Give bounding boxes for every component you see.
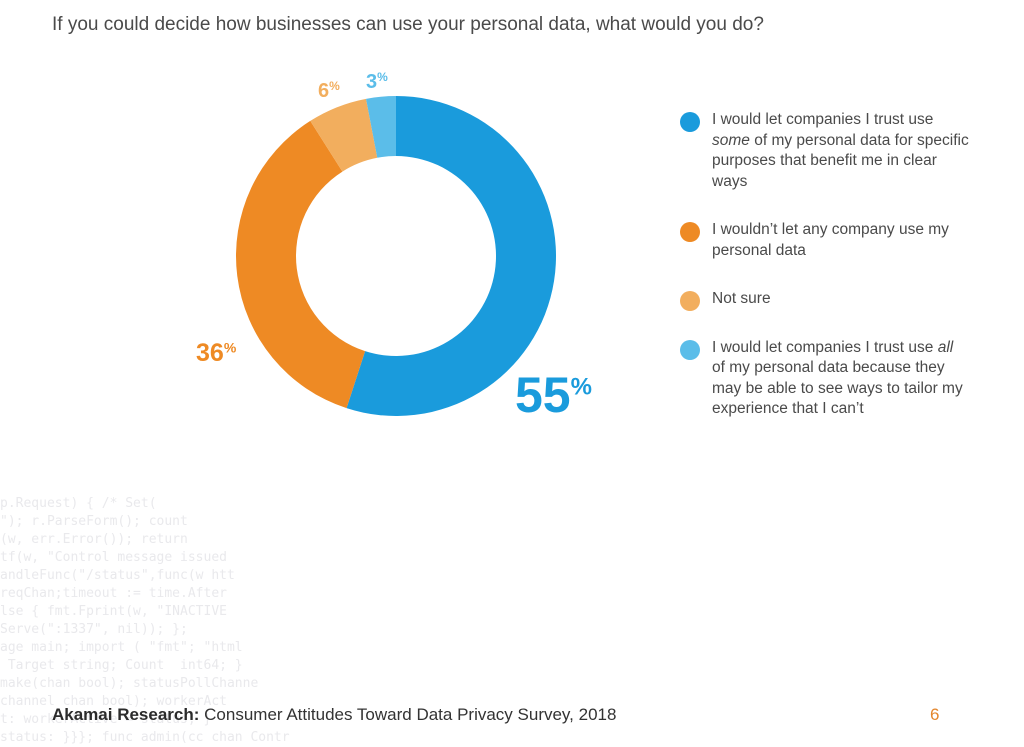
legend-label: I would let companies I trust use some o… — [712, 111, 969, 190]
legend-label: I wouldn’t let any company use my person… — [712, 221, 949, 259]
legend-swatch — [680, 222, 700, 242]
slice-data-label: 3% — [366, 70, 388, 93]
donut-slice — [366, 96, 396, 158]
legend-label: Not sure — [712, 290, 771, 307]
legend-swatch — [680, 291, 700, 311]
legend-item: Not sure — [680, 289, 970, 311]
donut-slice — [310, 98, 378, 172]
legend-label: I would let companies I trust use all of… — [712, 338, 963, 418]
donut-slice — [235, 120, 366, 409]
slice-data-label: 36% — [196, 339, 237, 367]
source-text: Consumer Attitudes Toward Data Privacy S… — [199, 705, 617, 724]
legend-item: I wouldn’t let any company use my person… — [680, 220, 970, 261]
source-bold: Akamai Research: — [52, 705, 200, 724]
legend-swatch — [680, 112, 700, 132]
legend-item: I would let companies I trust use some o… — [680, 110, 970, 192]
source-footer: Akamai Research: Consumer Attitudes Towa… — [52, 705, 616, 725]
legend-swatch — [680, 339, 700, 360]
page-title: If you could decide how businesses can u… — [52, 14, 764, 35]
slice-data-label: 6% — [318, 79, 340, 102]
chart-legend: I would let companies I trust use some o… — [680, 110, 970, 420]
slice-data-label: 55% — [515, 367, 592, 423]
legend-item: I would let companies I trust use all of… — [680, 338, 970, 420]
donut-slice — [346, 96, 556, 416]
page-number: 6 — [930, 705, 940, 724]
